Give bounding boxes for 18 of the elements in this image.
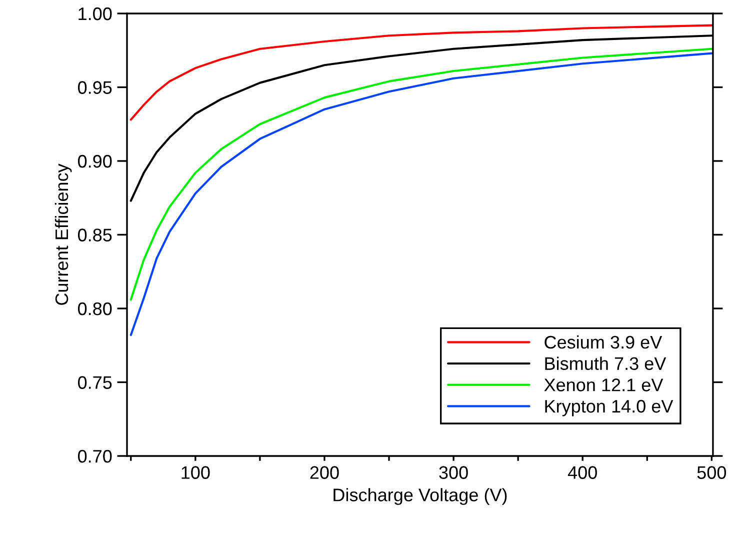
legend-label: Krypton 14.0 eV (545, 400, 674, 416)
y-tick-label: 1.00 (78, 7, 112, 20)
y-axis-title: Current Efficiency (54, 164, 72, 305)
y-tick-label: 0.90 (78, 154, 112, 168)
y-tick-label: 0.80 (78, 302, 112, 316)
x-axis-title: Discharge Voltage (V) (334, 488, 507, 505)
y-tick-label: 0.70 (78, 450, 112, 463)
legend-label: Xenon 12.1 eV (544, 378, 664, 392)
x-tick-label: 100 (182, 466, 210, 479)
x-tick-label: 500 (697, 466, 726, 479)
legend-label: Cesium 3.9 eV (544, 335, 662, 349)
y-tick-label: 0.95 (78, 81, 112, 94)
y-tick-label: 0.85 (78, 228, 112, 242)
y-tick-label: 0.75 (78, 376, 112, 389)
legend-label: Bismuth 7.3 eV (545, 356, 666, 370)
x-tick-label: 300 (439, 466, 468, 479)
x-tick-label: 200 (310, 466, 339, 479)
x-tick-label: 400 (568, 466, 597, 479)
